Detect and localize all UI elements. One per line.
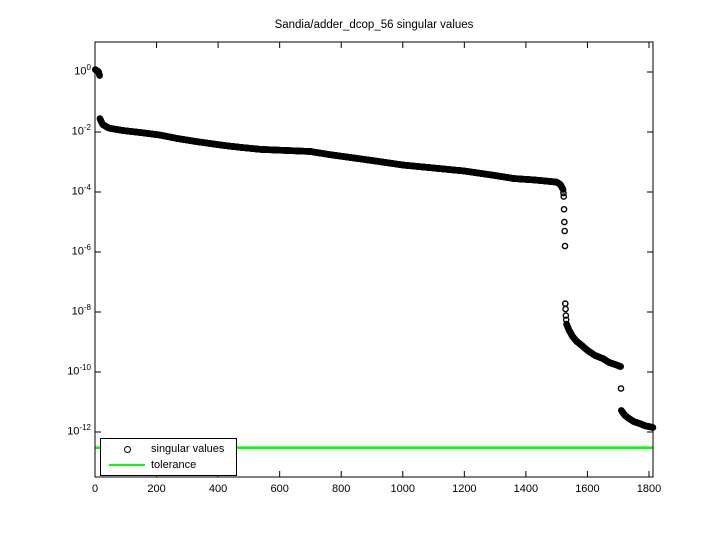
circle-marker-icon	[108, 445, 146, 453]
legend: singular values tolerance	[100, 438, 237, 476]
singular-values-points	[92, 66, 657, 431]
y-ticks	[95, 71, 653, 433]
legend-label-singular-values: singular values	[151, 443, 225, 455]
x-ticks	[94, 42, 650, 477]
chart-title: Sandia/adder_dcop_56 singular values	[274, 19, 474, 31]
legend-item-singular-values: singular values	[101, 441, 236, 457]
line-marker-icon	[108, 464, 146, 466]
axes-box	[94, 41, 654, 478]
legend-item-tolerance: tolerance	[101, 457, 236, 473]
legend-label-tolerance: tolerance	[151, 459, 197, 471]
